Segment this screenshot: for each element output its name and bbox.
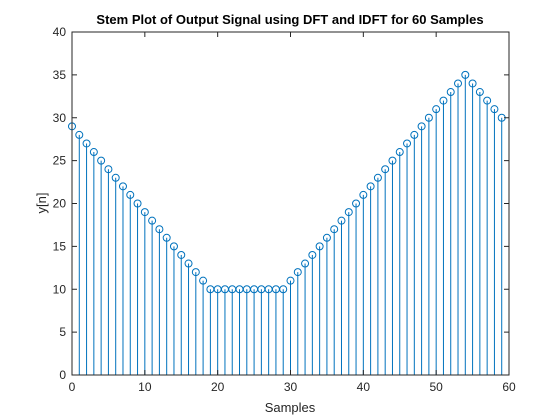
stem-marker — [162, 233, 171, 242]
stem-marker — [490, 105, 499, 114]
stem-marker — [177, 250, 186, 259]
y-tick-label: 10 — [53, 282, 67, 296]
stem-marker — [301, 259, 310, 268]
stem-marker — [446, 88, 455, 97]
stem-marker — [97, 156, 106, 165]
chart-title: Stem Plot of Output Signal using DFT and… — [96, 12, 483, 27]
stem-marker — [475, 88, 484, 97]
x-tick-label: 20 — [211, 380, 225, 394]
stem-marker — [344, 208, 353, 217]
stem-marker — [75, 130, 84, 139]
stem-marker — [315, 242, 324, 251]
stem-marker — [184, 259, 193, 268]
x-tick-label: 10 — [138, 380, 152, 394]
stem-marker — [373, 173, 382, 182]
y-tick-label: 40 — [53, 25, 67, 39]
y-tick-label: 25 — [53, 154, 67, 168]
stem-marker — [424, 113, 433, 122]
stem-marker — [126, 190, 135, 199]
stem-marker — [155, 225, 164, 234]
stem-marker — [118, 182, 127, 191]
stem-marker — [403, 139, 412, 148]
stem-marker — [483, 96, 492, 105]
y-tick-label: 5 — [59, 325, 66, 339]
stem-marker — [337, 216, 346, 225]
stem-marker — [454, 79, 463, 88]
stem-marker — [104, 165, 113, 174]
stem-marker — [330, 225, 339, 234]
stem-marker — [199, 276, 208, 285]
y-tick-label: 20 — [53, 197, 67, 211]
stem-marker — [279, 285, 288, 294]
stem-series — [71, 74, 503, 375]
x-axis-label: Samples — [265, 400, 316, 415]
y-tick-label: 0 — [59, 368, 66, 382]
x-tick-label: 40 — [357, 380, 371, 394]
y-axis-label: y[n] — [34, 193, 49, 214]
stem-marker — [293, 268, 302, 277]
stem-marker — [439, 96, 448, 105]
stem-marker — [133, 199, 142, 208]
stem-marker — [366, 182, 375, 191]
y-tick-label: 35 — [53, 68, 67, 82]
stem-marker — [388, 156, 397, 165]
stem-marker — [308, 250, 317, 259]
tick-labels: 0 10 20 30 40 50 60 0 5 10 15 20 25 30 35 40 — [53, 25, 516, 394]
stem-marker — [410, 130, 419, 139]
stem-marker — [82, 139, 91, 148]
stem-marker — [432, 105, 441, 114]
stem-marker — [352, 199, 361, 208]
stem-marker — [395, 148, 404, 157]
stem-marker — [111, 173, 120, 182]
stem-marker — [417, 122, 426, 131]
stem-marker — [359, 190, 368, 199]
x-tick-label: 60 — [502, 380, 516, 394]
stem-marker — [461, 70, 470, 79]
stem-marker — [140, 208, 149, 217]
stem-marker — [286, 276, 295, 285]
x-tick-label: 30 — [284, 380, 298, 394]
stem-marker — [191, 268, 200, 277]
stem-marker — [169, 242, 178, 251]
y-tick-label: 30 — [53, 111, 67, 125]
stem-marker — [89, 148, 98, 157]
x-tick-label: 0 — [69, 380, 76, 394]
stem-marker — [381, 165, 390, 174]
y-tick-label: 15 — [53, 239, 67, 253]
x-tick-label: 50 — [429, 380, 443, 394]
stem-marker — [468, 79, 477, 88]
stem-marker — [322, 233, 331, 242]
stem-marker — [148, 216, 157, 225]
